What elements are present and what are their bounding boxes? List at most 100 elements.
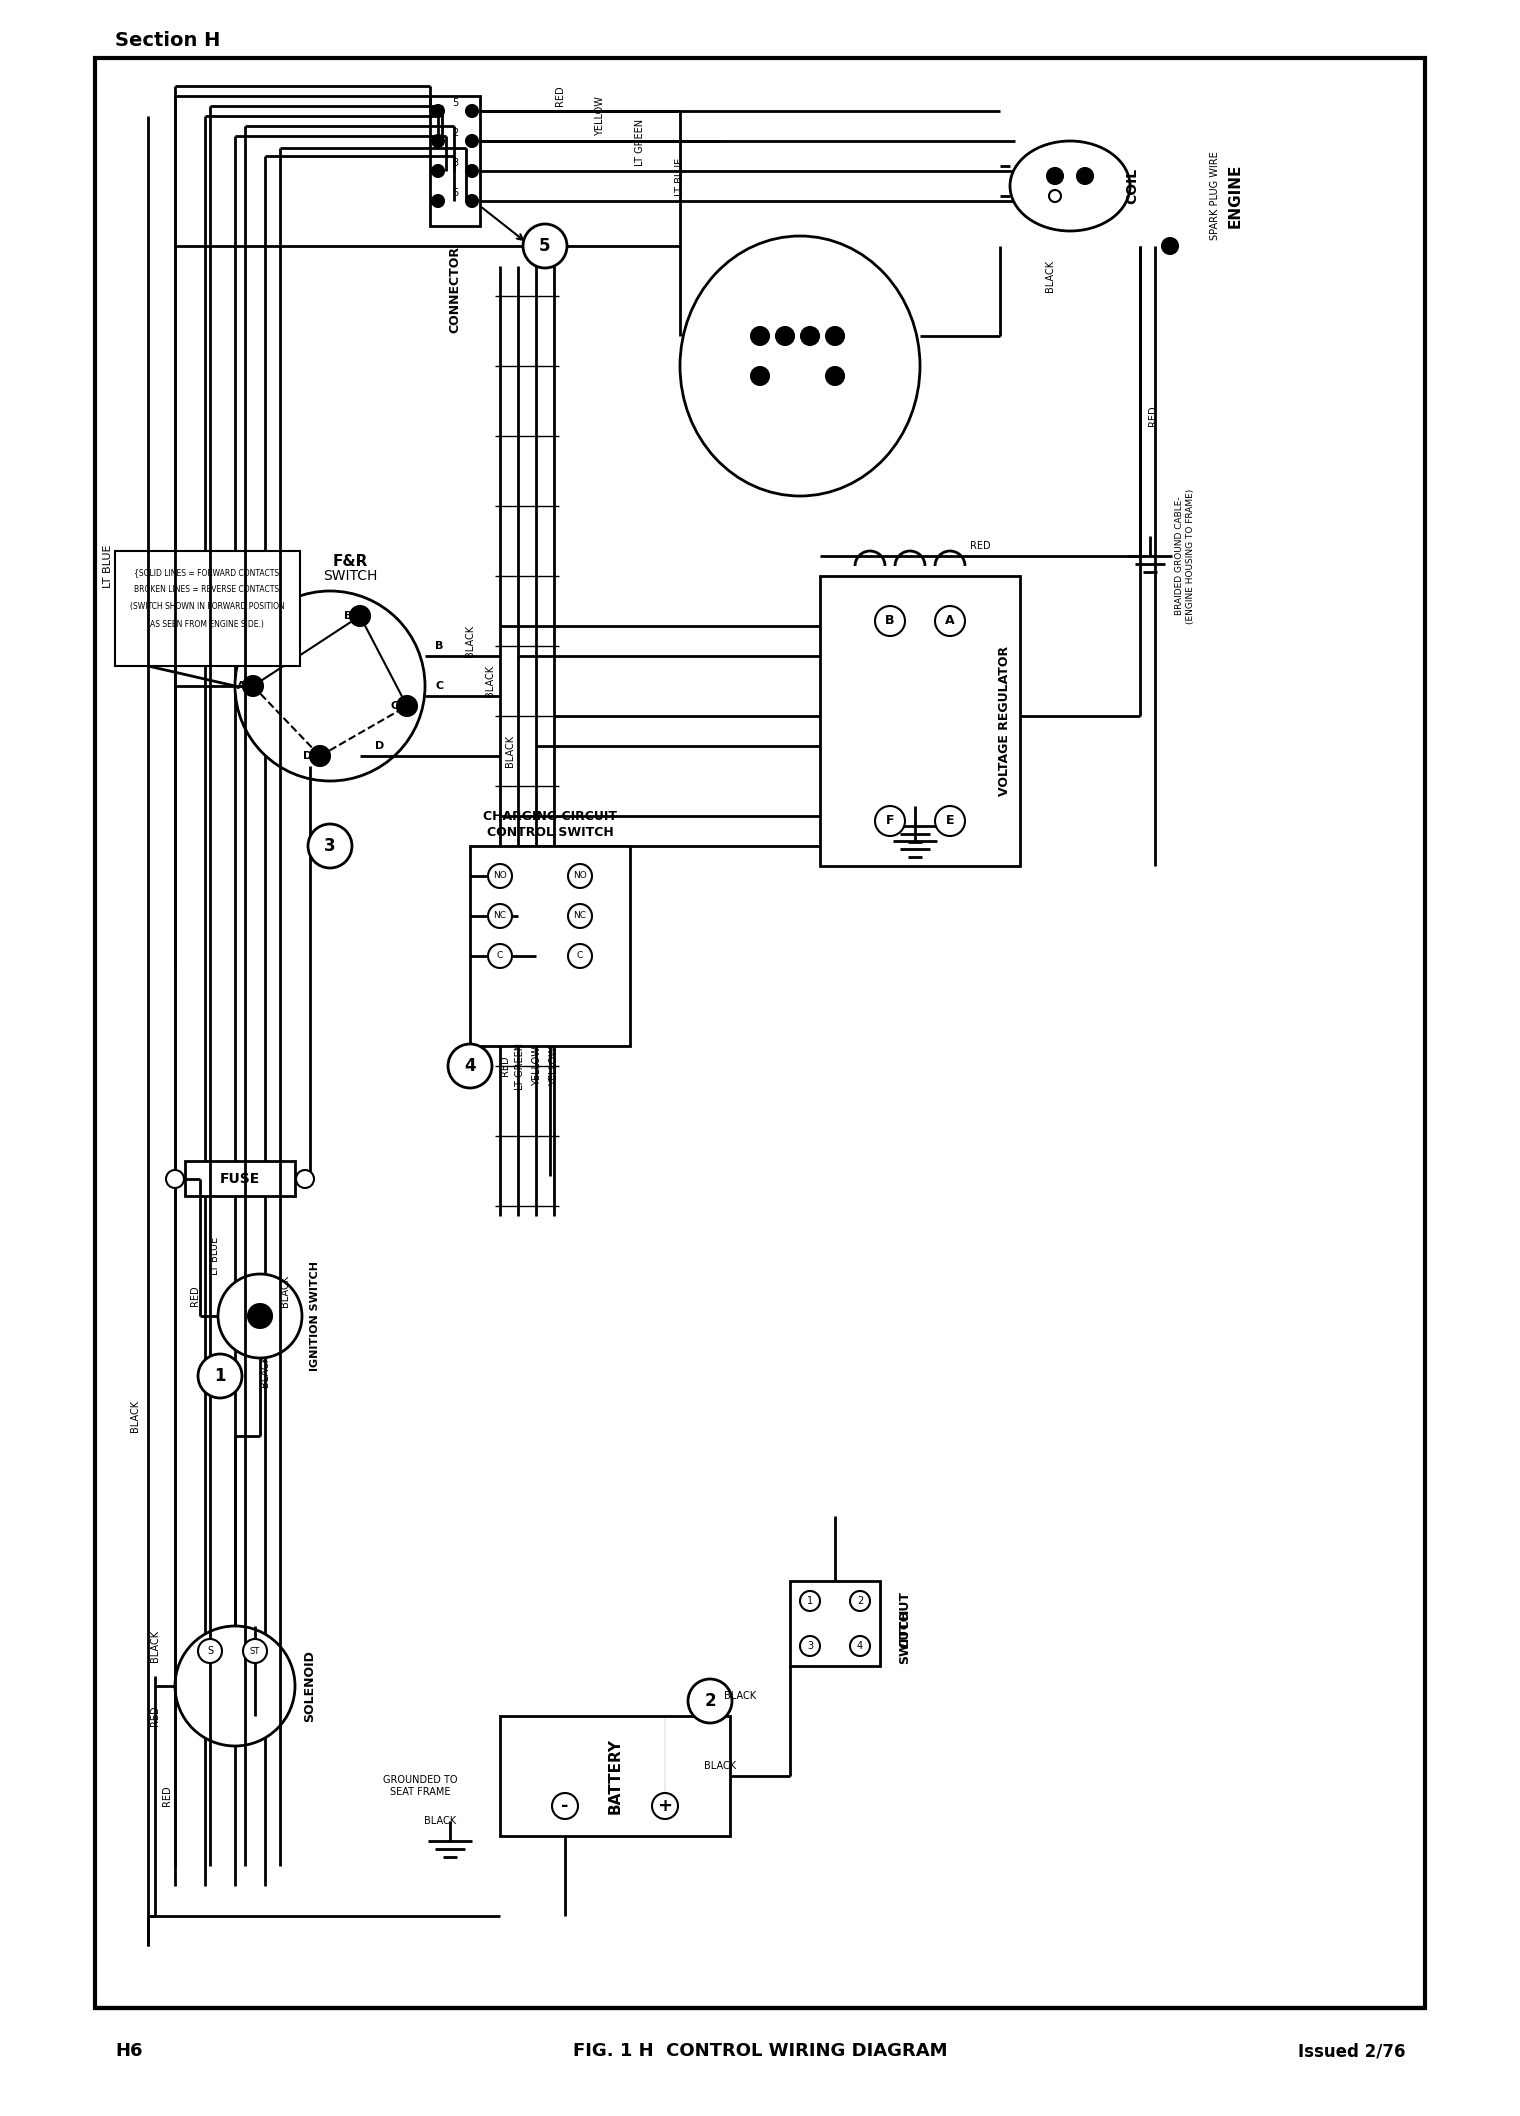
Text: (SWITCH SHOWN IN FORWARD POSITION: (SWITCH SHOWN IN FORWARD POSITION (129, 603, 284, 612)
Bar (790, 1581, 880, 1665)
Text: BLACK: BLACK (260, 1354, 271, 1388)
Text: CUTOUT: CUTOUT (898, 1591, 912, 1648)
Text: BLACK: BLACK (724, 1691, 755, 1701)
Text: BLACK: BLACK (280, 1276, 290, 1308)
Circle shape (175, 1625, 295, 1746)
Text: YELLOW: YELLOW (549, 1045, 559, 1086)
Text: RED: RED (500, 1056, 511, 1077)
Circle shape (217, 1274, 302, 1358)
Circle shape (652, 1792, 678, 1820)
Text: COIL: COIL (1125, 167, 1138, 203)
Circle shape (800, 1636, 819, 1657)
Bar (94, 57, 1426, 2008)
Text: 2: 2 (704, 1693, 716, 1710)
Bar (819, 576, 1020, 865)
Circle shape (467, 135, 477, 146)
Circle shape (432, 195, 444, 207)
Text: 1: 1 (807, 1595, 813, 1606)
Bar (1000, 127, 1155, 245)
Text: BLACK: BLACK (424, 1816, 456, 1826)
Circle shape (310, 747, 330, 766)
Circle shape (397, 696, 416, 715)
Text: {SOLID LINES = FORWARD CONTACTS: {SOLID LINES = FORWARD CONTACTS (134, 569, 280, 578)
Text: 1: 1 (214, 1367, 226, 1386)
Text: YELLOW: YELLOW (594, 95, 605, 135)
Circle shape (488, 904, 512, 929)
Text: RED: RED (163, 1786, 172, 1807)
Text: LT GREEN: LT GREEN (635, 118, 644, 165)
Circle shape (751, 328, 769, 345)
Circle shape (801, 328, 819, 345)
Text: VOLTAGE REGULATOR: VOLTAGE REGULATOR (999, 645, 1011, 796)
Text: BLACK: BLACK (1046, 260, 1055, 292)
Text: E: E (945, 815, 955, 827)
Text: LT BLUE: LT BLUE (675, 159, 686, 197)
Text: C: C (578, 952, 584, 961)
Text: NO: NO (573, 872, 587, 880)
Ellipse shape (679, 237, 920, 495)
Ellipse shape (1009, 142, 1129, 231)
Circle shape (1078, 167, 1093, 184)
Text: D: D (304, 751, 313, 762)
Text: 3: 3 (324, 838, 336, 855)
Circle shape (825, 328, 844, 345)
Circle shape (850, 1636, 869, 1657)
Text: BLACK: BLACK (465, 624, 474, 658)
Circle shape (935, 806, 965, 836)
Circle shape (876, 605, 904, 637)
Circle shape (876, 806, 904, 836)
Text: AS SEEN FROM ENGINE SIDE.): AS SEEN FROM ENGINE SIDE.) (150, 620, 264, 628)
Circle shape (198, 1640, 222, 1663)
Text: F&R: F&R (333, 554, 368, 569)
Text: CHARGING CIRCUIT: CHARGING CIRCUIT (483, 810, 617, 823)
Circle shape (800, 1591, 819, 1610)
Circle shape (751, 366, 769, 385)
Text: SWITCH: SWITCH (898, 1608, 912, 1663)
Text: RED: RED (555, 85, 565, 106)
Text: BATTERY: BATTERY (608, 1737, 623, 1813)
Text: A: A (237, 681, 245, 692)
Text: B: B (344, 612, 353, 620)
Text: 6: 6 (451, 188, 458, 199)
Circle shape (850, 1591, 869, 1610)
Circle shape (568, 863, 591, 889)
Circle shape (552, 1792, 578, 1820)
Circle shape (1049, 190, 1061, 201)
Text: ST: ST (249, 1646, 260, 1655)
Text: NC: NC (573, 912, 587, 920)
Circle shape (568, 944, 591, 967)
Text: Issued 2/76: Issued 2/76 (1298, 2042, 1404, 2061)
Text: CONNECTOR: CONNECTOR (448, 245, 462, 332)
Text: RED: RED (190, 1287, 201, 1306)
Circle shape (432, 106, 444, 116)
Circle shape (467, 165, 477, 178)
Text: ENGINE: ENGINE (1228, 163, 1242, 229)
Text: BLACK: BLACK (150, 1629, 160, 1661)
Text: 5: 5 (540, 237, 550, 256)
Circle shape (467, 106, 477, 116)
Bar (1170, 87, 1300, 296)
Text: SPARK PLUG WIRE: SPARK PLUG WIRE (1210, 152, 1221, 241)
Text: GROUNDED TO
SEAT FRAME: GROUNDED TO SEAT FRAME (383, 1775, 458, 1796)
Text: RED: RED (150, 1705, 160, 1727)
Text: BLACK: BLACK (505, 734, 515, 768)
Text: NO: NO (492, 872, 506, 880)
Circle shape (1161, 237, 1178, 254)
Bar (185, 1162, 295, 1196)
Text: +: + (658, 1796, 672, 1816)
Circle shape (448, 1043, 492, 1088)
Bar (500, 1716, 730, 1837)
Text: FIG. 1 H  CONTROL WIRING DIAGRAM: FIG. 1 H CONTROL WIRING DIAGRAM (573, 2042, 947, 2061)
Text: B: B (885, 614, 895, 628)
Text: LT BLUE: LT BLUE (210, 1238, 220, 1276)
Circle shape (243, 675, 263, 696)
Circle shape (198, 1354, 242, 1399)
Circle shape (432, 165, 444, 178)
Circle shape (777, 328, 793, 345)
Text: BRAIDED GROUND CABLE-
(ENGINE HOUSING TO FRAME): BRAIDED GROUND CABLE- (ENGINE HOUSING TO… (1175, 489, 1195, 624)
Text: RED: RED (970, 542, 991, 550)
Text: SWITCH: SWITCH (322, 569, 377, 584)
Circle shape (350, 605, 369, 626)
Bar (116, 550, 299, 667)
Text: LT BLUE: LT BLUE (103, 544, 112, 588)
